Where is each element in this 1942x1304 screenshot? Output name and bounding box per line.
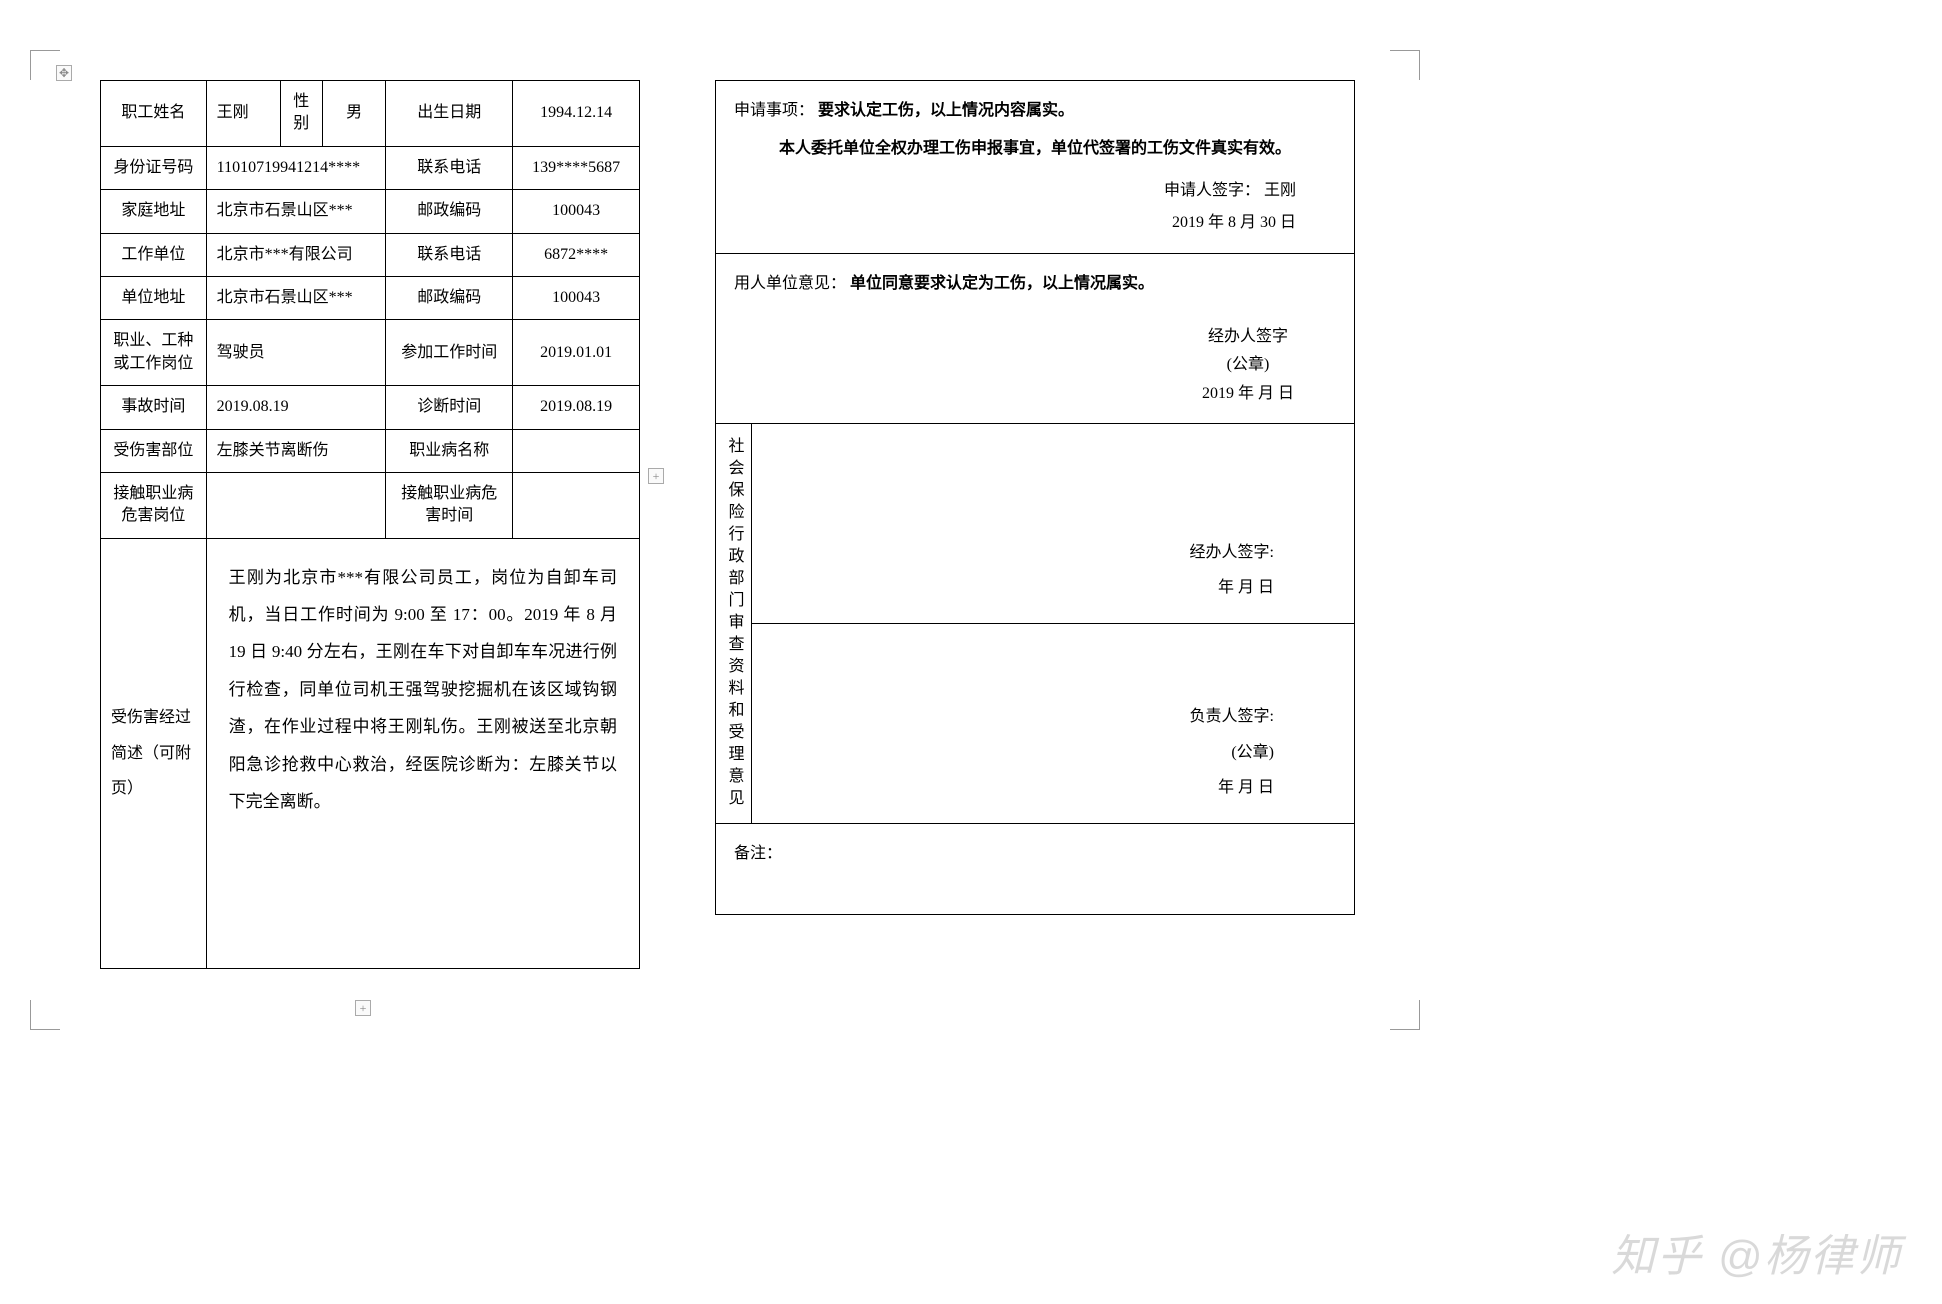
dept-manager-block: 负责人签字: (公章) 年 月 日 [752, 624, 1354, 823]
label-remark: 备注： [734, 845, 782, 862]
label-injury-part: 受伤害部位 [101, 429, 207, 472]
value-dob: 1994.12.14 [513, 81, 640, 147]
value-unit-tel: 6872**** [513, 233, 640, 276]
value-hazard-time [513, 472, 640, 538]
row-narrative: 受伤害经过简述（可附页） 王刚为北京市***有限公司员工，岗位为自卸车司机，当日… [101, 538, 640, 968]
label-apply: 申请事项： [734, 102, 814, 119]
value-start: 2019.01.01 [513, 320, 640, 386]
value-diagnosis-time: 2019.08.19 [513, 386, 640, 429]
value-applicant-sig: 王刚 [1264, 182, 1296, 199]
label-unit-zip: 邮政编码 [386, 276, 513, 319]
dept-handler-block: 经办人签字: 年 月 日 [752, 424, 1354, 624]
value-unit-zip: 100043 [513, 276, 640, 319]
label-dept-handler-sig: 经办人签字: [770, 535, 1294, 570]
handle-icon: ✥ [56, 65, 72, 81]
value-unit-addr: 北京市石景山区*** [206, 276, 386, 319]
label-disease-name: 职业病名称 [386, 429, 513, 472]
value-zip: 100043 [513, 190, 640, 233]
left-form-table: 职工姓名 王刚 性别 男 出生日期 1994.12.14 身份证号码 11010… [100, 80, 640, 969]
text-apply-2: 本人委托单位全权办理工伤申报事宜，单位代签署的工伤文件真实有效。 [734, 127, 1336, 165]
label-zip: 邮政编码 [386, 190, 513, 233]
row-name: 职工姓名 王刚 性别 男 出生日期 1994.12.14 [101, 81, 640, 147]
watermark-text: 知乎 @杨律师 [1611, 1220, 1902, 1284]
row-unit: 工作单位 北京市***有限公司 联系电话 6872**** [101, 233, 640, 276]
row-accident: 事故时间 2019.08.19 诊断时间 2019.08.19 [101, 386, 640, 429]
text-apply-1: 要求认定工伤，以上情况内容属实。 [818, 102, 1074, 119]
label-employer-sig: 经办人签字 [1202, 323, 1294, 352]
label-name: 职工姓名 [101, 81, 207, 147]
section-remark: 备注： [716, 824, 1354, 914]
label-diagnosis-time: 诊断时间 [386, 386, 513, 429]
label-applicant-sig: 申请人签字： [1164, 182, 1260, 199]
label-dept-seal: (公章) [770, 735, 1294, 770]
label-accident-time: 事故时间 [101, 386, 207, 429]
label-narrative: 受伤害经过简述（可附页） [101, 538, 207, 968]
label-unit: 工作单位 [101, 233, 207, 276]
value-name: 王刚 [206, 81, 280, 147]
value-id: 11010719941214**** [206, 146, 386, 189]
label-employer: 用人单位意见： [734, 275, 846, 292]
label-sex: 性别 [280, 81, 322, 147]
crop-mark-br [1390, 1000, 1420, 1030]
section-application: 申请事项： 要求认定工伤，以上情况内容属实。 本人委托单位全权办理工伤申报事宜，… [716, 81, 1354, 254]
right-form-box: 申请事项： 要求认定工伤，以上情况内容属实。 本人委托单位全权办理工伤申报事宜，… [715, 80, 1355, 915]
crop-mark-bl [30, 1000, 60, 1030]
value-hazard-post [206, 472, 386, 538]
value-narrative: 王刚为北京市***有限公司员工，岗位为自卸车司机，当日工作时间为 9:00 至 … [206, 538, 639, 968]
value-accident-time: 2019.08.19 [206, 386, 386, 429]
label-job: 职业、工种或工作岗位 [101, 320, 207, 386]
value-tel: 139****5687 [513, 146, 640, 189]
handle-plus-icon: + [648, 468, 664, 484]
value-job: 驾驶员 [206, 320, 386, 386]
label-dept-manager-sig: 负责人签字: [770, 699, 1294, 734]
value-unit: 北京市***有限公司 [206, 233, 386, 276]
row-home-addr: 家庭地址 北京市石景山区*** 邮政编码 100043 [101, 190, 640, 233]
label-hazard-post: 接触职业病危害岗位 [101, 472, 207, 538]
row-id: 身份证号码 11010719941214**** 联系电话 139****568… [101, 146, 640, 189]
label-unit-tel: 联系电话 [386, 233, 513, 276]
text-employer: 单位同意要求认定为工伤，以上情况属实。 [850, 275, 1154, 292]
value-applicant-date: 2019 年 8 月 30 日 [734, 207, 1336, 239]
label-dob: 出生日期 [386, 81, 513, 147]
section-employer: 用人单位意见： 单位同意要求认定为工伤，以上情况属实。 经办人签字 (公章) 2… [716, 254, 1354, 424]
row-hazard: 接触职业病危害岗位 接触职业病危害时间 [101, 472, 640, 538]
label-start: 参加工作时间 [386, 320, 513, 386]
value-disease-name [513, 429, 640, 472]
value-dept-date2: 年 月 日 [770, 770, 1294, 805]
row-job: 职业、工种或工作岗位 驾驶员 参加工作时间 2019.01.01 [101, 320, 640, 386]
label-id: 身份证号码 [101, 146, 207, 189]
label-employer-seal: (公章) [1202, 351, 1294, 380]
label-hazard-time: 接触职业病危害时间 [386, 472, 513, 538]
row-injury-part: 受伤害部位 左膝关节离断伤 职业病名称 [101, 429, 640, 472]
crop-mark-tr [1390, 50, 1420, 80]
value-injury-part: 左膝关节离断伤 [206, 429, 386, 472]
label-tel: 联系电话 [386, 146, 513, 189]
label-department-vertical: 社会保险行政部门审查资料和受理意见 [716, 424, 752, 823]
value-sex: 男 [322, 81, 385, 147]
row-unit-addr: 单位地址 北京市石景山区*** 邮政编码 100043 [101, 276, 640, 319]
label-home-addr: 家庭地址 [101, 190, 207, 233]
value-dept-date1: 年 月 日 [770, 570, 1294, 605]
handle-plus-icon: + [355, 1000, 371, 1016]
value-home-addr: 北京市石景山区*** [206, 190, 386, 233]
section-department: 社会保险行政部门审查资料和受理意见 经办人签字: 年 月 日 负责人签字: (公… [716, 424, 1354, 824]
label-unit-addr: 单位地址 [101, 276, 207, 319]
value-employer-date: 2019 年 月 日 [1202, 380, 1294, 409]
